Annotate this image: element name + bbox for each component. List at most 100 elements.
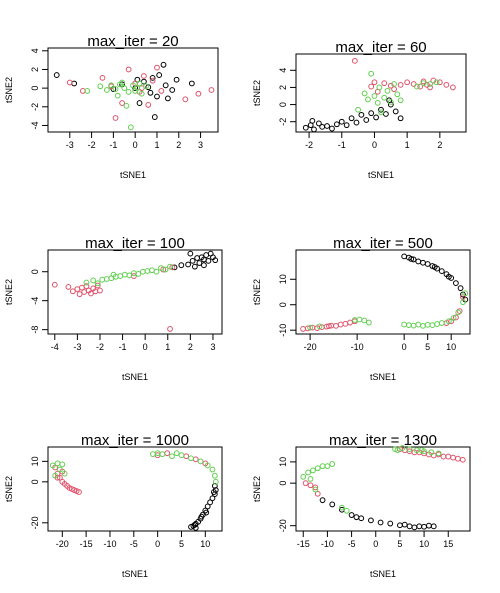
scatter-point bbox=[435, 450, 442, 457]
scatter-point bbox=[378, 109, 384, 116]
scatter-point bbox=[207, 499, 213, 506]
scatter-point bbox=[169, 453, 175, 460]
x-tick-label: -15 bbox=[80, 539, 93, 549]
scatter-point bbox=[445, 273, 452, 280]
x-tick-label: -15 bbox=[297, 539, 310, 549]
scatter-point bbox=[307, 482, 314, 489]
scatter-point bbox=[69, 288, 76, 295]
chart-panel: max_iter = 60 -2 -1 0 1 2 -2 0 2 4 tSNE1 tSNE2 bbox=[252, 39, 467, 180]
scatter-point bbox=[418, 447, 425, 454]
y-tick-label: 0 bbox=[278, 302, 288, 307]
scatter-point bbox=[140, 73, 147, 79]
scatter-point bbox=[450, 84, 456, 91]
scatter-point bbox=[136, 80, 143, 87]
scatter-point bbox=[187, 250, 194, 257]
scatter-point bbox=[431, 264, 438, 270]
scatter-point bbox=[387, 99, 394, 105]
scatter-point bbox=[368, 83, 375, 90]
scatter-point bbox=[310, 467, 316, 474]
y-tick-label: -10 bbox=[278, 324, 288, 337]
plot-frame bbox=[47, 249, 223, 335]
x-tick-label: -5 bbox=[130, 539, 138, 549]
scatter-point bbox=[112, 115, 119, 121]
x-tick-label: 5 bbox=[425, 342, 430, 352]
scatter-point bbox=[121, 85, 128, 92]
scatter-point bbox=[182, 96, 189, 103]
scatter-point bbox=[381, 94, 388, 101]
scatter-point bbox=[459, 456, 466, 463]
chart-title: max_iter = 500 bbox=[333, 235, 433, 252]
scatter-point bbox=[414, 83, 420, 90]
scatter-point bbox=[94, 282, 101, 289]
plot-frame bbox=[295, 249, 471, 335]
scatter-point bbox=[203, 509, 210, 516]
scatter-point bbox=[329, 501, 336, 508]
y-tick-label: 2 bbox=[30, 67, 40, 72]
scatter-point bbox=[365, 319, 372, 326]
scatter-point bbox=[462, 290, 469, 297]
scatter-point bbox=[167, 326, 173, 332]
y-tick-label: 0 bbox=[30, 269, 40, 274]
x-axis-label: tSNE1 bbox=[122, 372, 148, 382]
scatter-point bbox=[365, 96, 371, 103]
scatter-point bbox=[119, 79, 126, 86]
scatter-point bbox=[114, 92, 121, 99]
scatter-point bbox=[376, 84, 383, 91]
scatter-point bbox=[408, 256, 415, 262]
scatter-point bbox=[160, 61, 167, 68]
scatter-point bbox=[401, 521, 408, 528]
x-tick-label: -2 bbox=[305, 140, 313, 150]
scatter-point bbox=[394, 91, 401, 98]
scatter-point bbox=[394, 447, 401, 454]
scatter-point bbox=[212, 257, 219, 264]
scatter-point bbox=[97, 287, 103, 294]
scatter-point bbox=[158, 88, 165, 94]
y-tick-label: -2 bbox=[278, 118, 288, 126]
scatter-point bbox=[191, 263, 198, 270]
scatter-point bbox=[162, 82, 169, 89]
scatter-point bbox=[430, 77, 437, 84]
scatter-point bbox=[173, 76, 180, 83]
scatter-point bbox=[452, 280, 459, 286]
scatter-point bbox=[361, 317, 368, 324]
scatter-point bbox=[383, 111, 389, 117]
x-tick-label: 5 bbox=[179, 539, 184, 549]
scatter-point bbox=[156, 72, 163, 78]
y-tick-label: -20 bbox=[30, 516, 40, 529]
scatter-point bbox=[204, 462, 211, 469]
scatter-point bbox=[302, 480, 309, 487]
scatter-point bbox=[410, 256, 417, 263]
scatter-point bbox=[83, 283, 90, 290]
scatter-point bbox=[387, 520, 394, 527]
scatter-point bbox=[94, 280, 101, 287]
scatter-point bbox=[188, 455, 194, 462]
x-tick-label: 0 bbox=[373, 539, 378, 549]
plot-frame bbox=[295, 53, 467, 133]
scatter-point bbox=[196, 260, 203, 266]
x-tick-label: 2 bbox=[437, 140, 442, 150]
scatter-point bbox=[201, 262, 207, 269]
scatter-point bbox=[178, 452, 185, 459]
scatter-point bbox=[460, 299, 466, 306]
scatter-point bbox=[420, 78, 427, 85]
y-axis-label: tSNE2 bbox=[252, 476, 262, 502]
scatter-point bbox=[61, 470, 68, 477]
scatter-point bbox=[189, 257, 196, 264]
scatter-point bbox=[76, 291, 83, 298]
x-axis-label: tSNE1 bbox=[368, 170, 394, 180]
y-tick-label: 10 bbox=[278, 274, 288, 284]
y-axis-label: tSNE2 bbox=[4, 279, 14, 305]
chart-title: max_iter = 1300 bbox=[329, 432, 437, 449]
x-tick-label: 1 bbox=[165, 342, 170, 352]
x-axis-label: tSNE1 bbox=[122, 569, 148, 579]
x-tick-label: -1 bbox=[119, 342, 127, 352]
scatter-point bbox=[211, 472, 218, 479]
chart-title: max_iter = 1000 bbox=[81, 432, 189, 449]
scatter-point bbox=[397, 81, 404, 88]
scatter-point bbox=[333, 121, 340, 128]
scatter-point bbox=[433, 79, 440, 86]
scatter-point bbox=[315, 120, 322, 127]
x-tick-label: 0 bbox=[143, 342, 148, 352]
scatter-point bbox=[307, 324, 314, 331]
x-tick-label: -10 bbox=[103, 539, 116, 549]
